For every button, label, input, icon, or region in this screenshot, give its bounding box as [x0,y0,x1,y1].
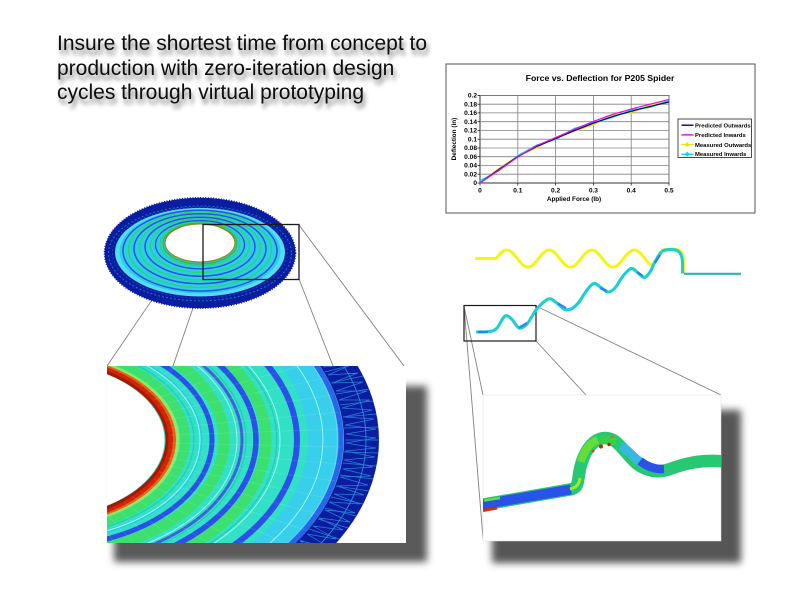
svg-text:0.4: 0.4 [627,188,636,195]
svg-text:0.02: 0.02 [464,171,477,178]
svg-text:0.2: 0.2 [551,188,560,195]
svg-text:0.1: 0.1 [468,136,477,143]
svg-text:Predicted Inwards: Predicted Inwards [695,133,746,139]
svg-text:0.04: 0.04 [464,163,477,170]
svg-text:0.2: 0.2 [468,93,477,100]
svg-text:0.3: 0.3 [589,188,598,195]
svg-text:Predicted Outwards: Predicted Outwards [695,123,751,129]
svg-text:Deflection (in): Deflection (in) [451,118,458,161]
svg-text:Force vs. Deflection for P205: Force vs. Deflection for P205 Spider [526,73,675,83]
svg-text:0.12: 0.12 [464,128,477,135]
svg-text:Applied Force (lb): Applied Force (lb) [547,196,601,203]
svg-text:0.06: 0.06 [464,154,477,161]
svg-text:Measured Inwards: Measured Inwards [695,152,747,158]
svg-text:0.1: 0.1 [513,188,522,195]
svg-text:0: 0 [478,188,482,195]
svg-text:0.08: 0.08 [464,145,477,152]
svg-text:0.5: 0.5 [664,188,673,195]
svg-text:Measured Outwards: Measured Outwards [695,143,752,149]
svg-text:0.14: 0.14 [464,119,477,126]
svg-text:0: 0 [473,180,477,187]
svg-text:0.16: 0.16 [464,110,477,117]
svg-text:0.18: 0.18 [464,101,477,108]
